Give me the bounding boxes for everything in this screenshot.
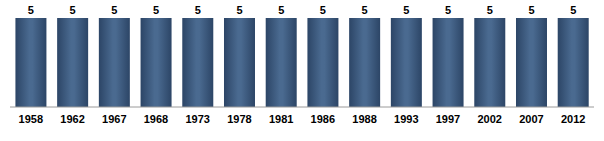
svg-text:1981: 1981 xyxy=(269,113,293,125)
svg-text:1968: 1968 xyxy=(144,113,168,125)
svg-text:5: 5 xyxy=(195,4,201,16)
svg-text:1962: 1962 xyxy=(60,113,84,125)
svg-text:5: 5 xyxy=(278,4,284,16)
svg-text:1978: 1978 xyxy=(227,113,251,125)
svg-text:5: 5 xyxy=(236,4,242,16)
svg-text:1988: 1988 xyxy=(352,113,376,125)
svg-text:5: 5 xyxy=(570,4,576,16)
svg-text:2012: 2012 xyxy=(561,113,585,125)
svg-text:5: 5 xyxy=(528,4,534,16)
svg-text:5: 5 xyxy=(362,4,368,16)
svg-text:1997: 1997 xyxy=(436,113,460,125)
svg-text:2007: 2007 xyxy=(519,113,543,125)
svg-text:1958: 1958 xyxy=(19,113,43,125)
svg-text:2002: 2002 xyxy=(477,113,501,125)
svg-text:1986: 1986 xyxy=(311,113,335,125)
svg-text:5: 5 xyxy=(70,4,76,16)
svg-text:5: 5 xyxy=(445,4,451,16)
svg-text:1973: 1973 xyxy=(185,113,209,125)
svg-text:5: 5 xyxy=(487,4,493,16)
svg-text:5: 5 xyxy=(28,4,34,16)
svg-text:1967: 1967 xyxy=(102,113,126,125)
svg-text:5: 5 xyxy=(111,4,117,16)
svg-text:5: 5 xyxy=(153,4,159,16)
svg-text:5: 5 xyxy=(403,4,409,16)
svg-text:1993: 1993 xyxy=(394,113,418,125)
svg-text:5: 5 xyxy=(320,4,326,16)
